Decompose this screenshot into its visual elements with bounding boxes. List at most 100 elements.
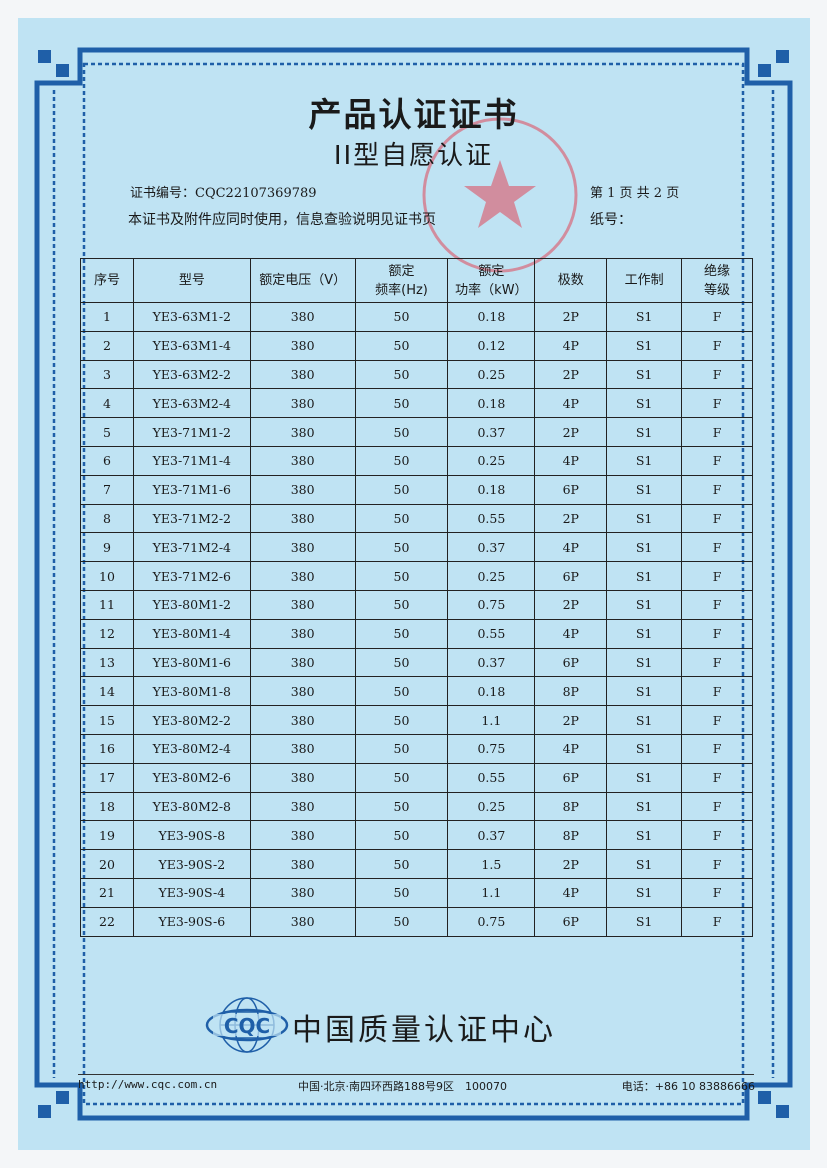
table-cell: S1 [606,791,683,822]
table-cell: 380 [249,676,356,707]
table-cell: S1 [606,820,683,851]
column-header-line: 额定 [388,263,415,279]
column-header: 极数 [534,258,608,303]
table-cell: YE3-80M1-8 [132,676,251,707]
table-cell: YE3-90S-8 [132,820,251,851]
table-cell: 380 [249,589,356,620]
table-cell: 0.25 [447,445,536,476]
table-cell: YE3-90S-4 [132,877,251,908]
column-header: 额定 频率(Hz) [354,258,449,303]
table-cell: 4P [534,877,608,908]
table-cell: 0.18 [447,676,536,707]
table-cell: YE3-63M1-2 [132,302,251,332]
table-cell: YE3-63M1-4 [132,330,251,361]
table-cell: 8P [534,820,608,851]
table-cell: 11 [80,589,134,620]
table-row: 4 YE3-63M2-4 380 50 0.18 4P S1 F [80,388,753,419]
table-cell: 0.25 [447,561,536,591]
table-cell: YE3-71M1-6 [132,474,251,505]
table-cell: 380 [249,877,356,908]
paper-number: 纸号： [590,212,632,228]
column-header-line: 型号 [178,273,205,288]
table-cell: 380 [249,474,356,505]
table-cell: 380 [249,330,356,361]
table-cell: S1 [606,705,683,735]
table-cell: YE3-71M2-6 [132,561,251,591]
table-cell: 5 [80,417,134,447]
table-cell: 6P [534,906,608,937]
column-header-line: 工作制 [624,273,664,288]
usage-notice: 本证书及附件应同时使用，信息查验说明见证书页 [128,212,436,228]
table-cell: 13 [80,647,134,678]
table-cell: 4 [80,388,134,419]
table-cell: 50 [354,417,449,447]
table-cell: YE3-80M1-2 [132,589,251,620]
table-row: 11 YE3-80M1-2 380 50 0.75 2P S1 F [80,589,753,620]
table-row: 20 YE3-90S-2 380 50 1.5 2P S1 F [80,849,753,879]
table-cell: 6P [534,762,608,793]
table-cell: 2P [534,359,608,390]
table-cell: 50 [354,302,449,332]
table-cell: F [681,589,753,620]
table-cell: F [681,618,753,649]
table-cell: S1 [606,474,683,505]
table-cell: 0.37 [447,417,536,447]
table-cell: 8 [80,503,134,534]
table-row: 5 YE3-71M1-2 380 50 0.37 2P S1 F [80,417,753,447]
table-cell: S1 [606,906,683,937]
table-cell: S1 [606,388,683,419]
table-cell: F [681,647,753,678]
table-row: 15 YE3-80M2-2 380 50 1.1 2P S1 F [80,705,753,735]
table-cell: 50 [354,445,449,476]
table-cell: 380 [249,445,356,476]
table-cell: YE3-80M1-4 [132,618,251,649]
table-row: 7 YE3-71M1-6 380 50 0.18 6P S1 F [80,474,753,505]
table-cell: 19 [80,820,134,851]
table-cell: 0.75 [447,589,536,620]
table-cell: 16 [80,733,134,764]
table-cell: 3 [80,359,134,390]
table-cell: 50 [354,330,449,361]
product-table: 序号 型号 额定电压（V） 额定 频率(Hz) 额定 功率（kW） 极数 工作制 绝缘 等级 1 YE… [80,258,753,937]
table-cell: 380 [249,359,356,390]
table-cell: 380 [249,561,356,591]
table-cell: 0.75 [447,733,536,764]
table-cell: F [681,561,753,591]
table-cell: F [681,762,753,793]
table-row: 21 YE3-90S-4 380 50 1.1 4P S1 F [80,877,753,908]
table-cell: 380 [249,906,356,937]
column-header-line: 功率（kW） [455,282,528,298]
table-cell: 4P [534,388,608,419]
table-cell: 50 [354,532,449,563]
table-cell: F [681,359,753,390]
table-row: 19 YE3-90S-8 380 50 0.37 8P S1 F [80,820,753,851]
column-header: 工作制 [606,258,683,303]
table-cell: 6P [534,561,608,591]
table-cell: 50 [354,791,449,822]
organization-name: 中国质量认证中心 [292,1013,556,1048]
table-cell: YE3-90S-6 [132,906,251,937]
table-cell: 0.18 [447,474,536,505]
table-cell: 380 [249,849,356,879]
table-cell: 380 [249,791,356,822]
table-cell: 6P [534,474,608,505]
column-header: 额定 功率（kW） [447,258,536,303]
table-cell: F [681,330,753,361]
column-header-line: 等级 [704,282,731,298]
table-cell: S1 [606,330,683,361]
table-cell: 4P [534,532,608,563]
table-row: 2 YE3-63M1-4 380 50 0.12 4P S1 F [80,330,753,361]
table-cell: 0.55 [447,618,536,649]
table-cell: 17 [80,762,134,793]
table-cell: 50 [354,618,449,649]
table-cell: 0.37 [447,820,536,851]
table-cell: 380 [249,417,356,447]
table-cell: 50 [354,762,449,793]
table-row: 9 YE3-71M2-4 380 50 0.37 4P S1 F [80,532,753,563]
table-cell: 4P [534,733,608,764]
table-cell: 2P [534,417,608,447]
table-row: 6 YE3-71M1-4 380 50 0.25 4P S1 F [80,445,753,476]
table-cell: 50 [354,388,449,419]
table-cell: F [681,733,753,764]
phone: 电话：+86 10 83886666 [621,1080,755,1093]
